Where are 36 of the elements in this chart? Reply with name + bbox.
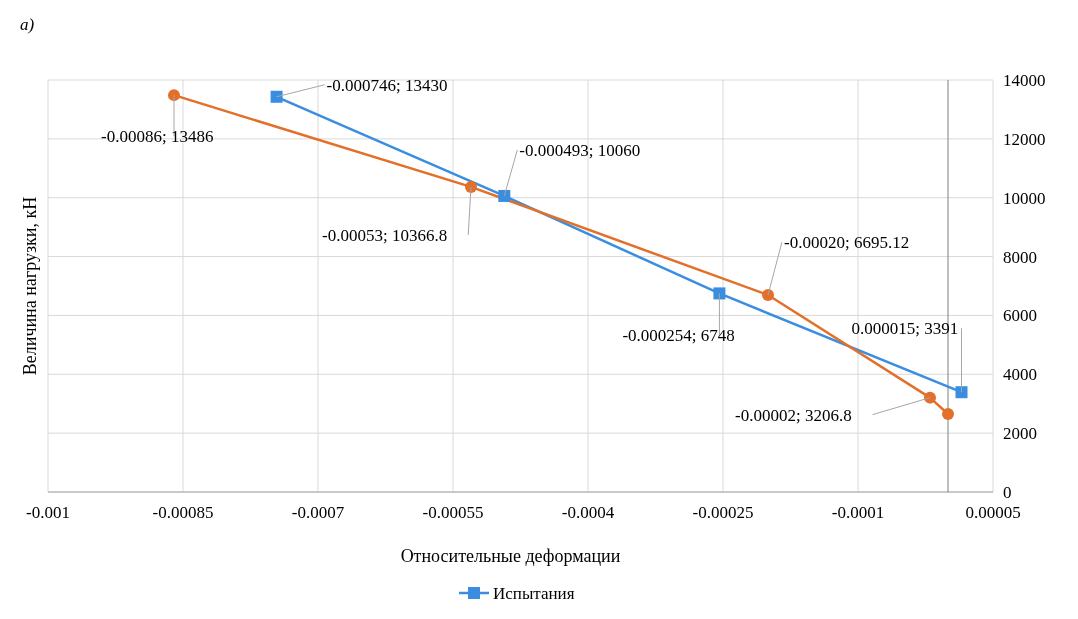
x-tick-label: -0.00085 bbox=[152, 503, 214, 522]
x-tick-label: -0.001 bbox=[26, 503, 70, 522]
data-label: -0.000746; 13430 bbox=[326, 75, 448, 95]
x-axis-title: Относительные деформации bbox=[400, 546, 621, 566]
x-tick-label: -0.0007 bbox=[291, 503, 345, 522]
point bbox=[955, 386, 968, 399]
x-tick-label: 0.00005 bbox=[965, 503, 1021, 522]
y-tick-label: 10000 bbox=[1003, 188, 1046, 208]
y-tick-label: 4000 bbox=[1003, 365, 1037, 385]
y-tick-label: 6000 bbox=[1003, 306, 1037, 326]
y-tick-label: 14000 bbox=[1003, 71, 1046, 90]
x-tick-label: -0.00025 bbox=[692, 503, 754, 522]
data-label: -0.000493; 10060 bbox=[519, 140, 641, 160]
x-tick-label: -0.0004 bbox=[561, 503, 615, 522]
point bbox=[713, 287, 726, 300]
data-label: -0.00086; 13486 bbox=[101, 127, 214, 147]
data-label: -0.00020; 6695.12 bbox=[784, 232, 910, 252]
y-tick-label: 8000 bbox=[1003, 247, 1037, 267]
point bbox=[924, 391, 936, 404]
x-tick-label: -0.00055 bbox=[422, 503, 484, 522]
y-tick-label: 0 bbox=[1003, 483, 1012, 502]
y-tick-label: 2000 bbox=[1003, 424, 1037, 444]
point bbox=[270, 90, 283, 103]
point bbox=[762, 288, 774, 301]
data-label: -0.00002; 3206.8 bbox=[735, 405, 852, 425]
data-label: -0.000254; 6748 bbox=[622, 326, 735, 346]
text: a) bbox=[20, 15, 35, 34]
y-axis-title: Величина нагрузки, кН bbox=[20, 196, 40, 376]
point bbox=[942, 408, 954, 421]
point bbox=[498, 189, 511, 202]
data-label: -0.00053; 10366.8 bbox=[322, 225, 448, 245]
data-label: 0.000015; 3391 bbox=[851, 319, 959, 339]
x-tick-label: -0.0001 bbox=[831, 503, 885, 522]
y-tick-label: 12000 bbox=[1003, 129, 1046, 149]
point bbox=[465, 180, 477, 193]
legend-label: Испытания bbox=[493, 584, 575, 603]
